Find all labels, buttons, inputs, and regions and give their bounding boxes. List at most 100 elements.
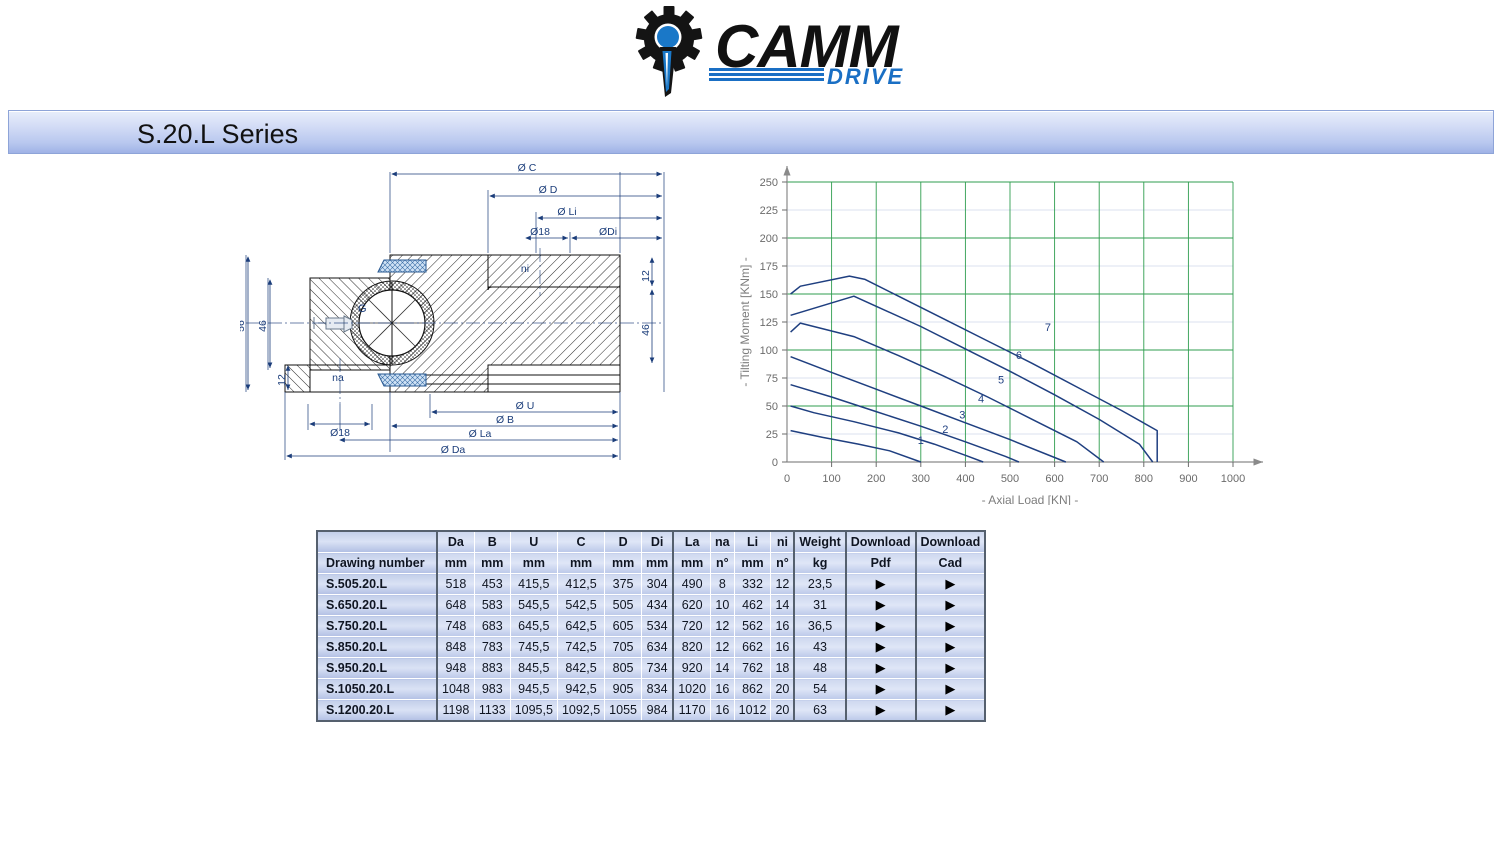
cell-c: 942,5 bbox=[556, 678, 606, 700]
drawing-label-dc: Ø C bbox=[518, 162, 537, 174]
cell-na: 12 bbox=[710, 636, 735, 658]
y-tick-label-50: 50 bbox=[766, 401, 778, 413]
cell-c: 842,5 bbox=[556, 657, 606, 679]
cell-la: 820 bbox=[672, 636, 712, 658]
specification-table: Da B U C D Di La na Li ni Weight Download Download Dr… bbox=[316, 530, 987, 722]
cell-u: 415,5 bbox=[509, 573, 558, 595]
curve-label-7: 7 bbox=[1045, 322, 1051, 334]
column-header-da-1: Da bbox=[435, 530, 475, 553]
column-header-d-5: D bbox=[604, 530, 642, 553]
cell-drawing-number: S.950.20.L bbox=[316, 657, 438, 679]
download-cad-button[interactable]: ▶ bbox=[914, 594, 986, 616]
y-tick-label-25: 25 bbox=[766, 429, 778, 441]
cell-ni: 16 bbox=[770, 615, 795, 637]
download-cad-button[interactable]: ▶ bbox=[914, 615, 986, 637]
curve-label-3: 3 bbox=[959, 409, 965, 421]
cell-weight: 43 bbox=[793, 636, 847, 658]
cell-ni: 14 bbox=[770, 594, 795, 616]
cell-weight: 31 bbox=[793, 594, 847, 616]
x-tick-label-300: 300 bbox=[912, 473, 930, 485]
cell-u: 845,5 bbox=[509, 657, 558, 679]
y-tick-label-175: 175 bbox=[760, 261, 778, 273]
cell-la: 1170 bbox=[672, 699, 712, 722]
download-cad-button[interactable]: ▶ bbox=[914, 699, 986, 722]
cell-da: 848 bbox=[435, 636, 475, 658]
download-pdf-button[interactable]: ▶ bbox=[844, 573, 916, 595]
cell-li: 332 bbox=[733, 573, 772, 595]
cell-weight: 23,5 bbox=[793, 573, 847, 595]
drawing-label-d18-top: Ø18 bbox=[530, 226, 550, 238]
cell-u: 1095,5 bbox=[509, 699, 558, 722]
download-cad-button[interactable]: ▶ bbox=[914, 573, 986, 595]
drawing-label-56: 56 bbox=[240, 320, 247, 332]
cell-c: 642,5 bbox=[556, 615, 606, 637]
cell-ni: 20 bbox=[770, 678, 795, 700]
download-pdf-button[interactable]: ▶ bbox=[844, 678, 916, 700]
curve-7 bbox=[790, 275, 1158, 462]
cell-u: 645,5 bbox=[509, 615, 558, 637]
cell-di: 734 bbox=[640, 657, 674, 679]
cell-ni: 20 bbox=[770, 699, 795, 722]
cell-u: 545,5 bbox=[509, 594, 558, 616]
download-pdf-button[interactable]: ▶ bbox=[844, 657, 916, 679]
curve-3 bbox=[790, 383, 1020, 463]
drawing-label-grease: G bbox=[358, 303, 367, 315]
download-pdf-button[interactable]: ▶ bbox=[844, 699, 916, 722]
column-header-download-12: Download bbox=[844, 530, 916, 553]
curve-6 bbox=[790, 295, 1154, 463]
drawing-label-dla: Ø La bbox=[469, 428, 492, 440]
column-unit-4: mm bbox=[556, 552, 606, 574]
cell-drawing-number: S.1200.20.L bbox=[316, 699, 438, 722]
download-pdf-button[interactable]: ▶ bbox=[844, 636, 916, 658]
series-title-bar: S.20.L Series bbox=[8, 110, 1494, 154]
cell-drawing-number: S.850.20.L bbox=[316, 636, 438, 658]
y-tick-label-225: 225 bbox=[760, 205, 778, 217]
cell-b: 583 bbox=[473, 594, 511, 616]
drawing-label-ddi: ØDi bbox=[599, 226, 617, 238]
cell-b: 683 bbox=[473, 615, 511, 637]
y-tick-label-100: 100 bbox=[760, 345, 778, 357]
cell-na: 8 bbox=[710, 573, 735, 595]
cell-b: 983 bbox=[473, 678, 511, 700]
column-unit-1: mm bbox=[435, 552, 475, 574]
cell-drawing-number: S.650.20.L bbox=[316, 594, 438, 616]
column-header-u-3: U bbox=[509, 530, 558, 553]
cell-weight: 63 bbox=[793, 699, 847, 722]
cell-weight: 48 bbox=[793, 657, 847, 679]
cell-da: 1048 bbox=[435, 678, 475, 700]
download-cad-button[interactable]: ▶ bbox=[914, 678, 986, 700]
column-unit-13: Cad bbox=[914, 552, 986, 574]
column-unit-7: mm bbox=[672, 552, 712, 574]
cell-u: 745,5 bbox=[509, 636, 558, 658]
cell-c: 742,5 bbox=[556, 636, 606, 658]
x-tick-label-200: 200 bbox=[867, 473, 885, 485]
cell-d: 375 bbox=[604, 573, 642, 595]
column-header-c-4: C bbox=[556, 530, 606, 553]
download-cad-button[interactable]: ▶ bbox=[914, 636, 986, 658]
table-row: S.505.20.L 518 453 415,5 412,5 375 304 490 8 332 1… bbox=[316, 573, 986, 595]
column-unit-5: mm bbox=[604, 552, 642, 574]
column-header-download-13: Download bbox=[914, 530, 986, 553]
bearing-cross-section-drawing: G bbox=[235, 160, 670, 490]
y-tick-label-0: 0 bbox=[772, 457, 778, 469]
column-unit-9: mm bbox=[733, 552, 772, 574]
logo-underline bbox=[709, 68, 824, 81]
cell-d: 905 bbox=[604, 678, 642, 700]
cell-di: 304 bbox=[640, 573, 674, 595]
drawing-label-dda: Ø Da bbox=[441, 444, 466, 456]
brand-logo: CAMM DRIVE bbox=[625, 6, 902, 98]
table-row: S.950.20.L 948 883 845,5 842,5 805 734 920 14 762… bbox=[316, 657, 986, 679]
y-tick-label-200: 200 bbox=[760, 233, 778, 245]
cell-li: 562 bbox=[733, 615, 772, 637]
cell-c: 1092,5 bbox=[556, 699, 606, 722]
drawing-label-ni: ni bbox=[521, 263, 529, 275]
cell-na: 14 bbox=[710, 657, 735, 679]
cell-di: 634 bbox=[640, 636, 674, 658]
drawing-label-db: Ø B bbox=[496, 414, 514, 426]
download-pdf-button[interactable]: ▶ bbox=[844, 615, 916, 637]
curve-label-4: 4 bbox=[978, 394, 984, 406]
download-pdf-button[interactable]: ▶ bbox=[844, 594, 916, 616]
x-tick-label-700: 700 bbox=[1090, 473, 1108, 485]
download-cad-button[interactable]: ▶ bbox=[914, 657, 986, 679]
cell-la: 490 bbox=[672, 573, 712, 595]
